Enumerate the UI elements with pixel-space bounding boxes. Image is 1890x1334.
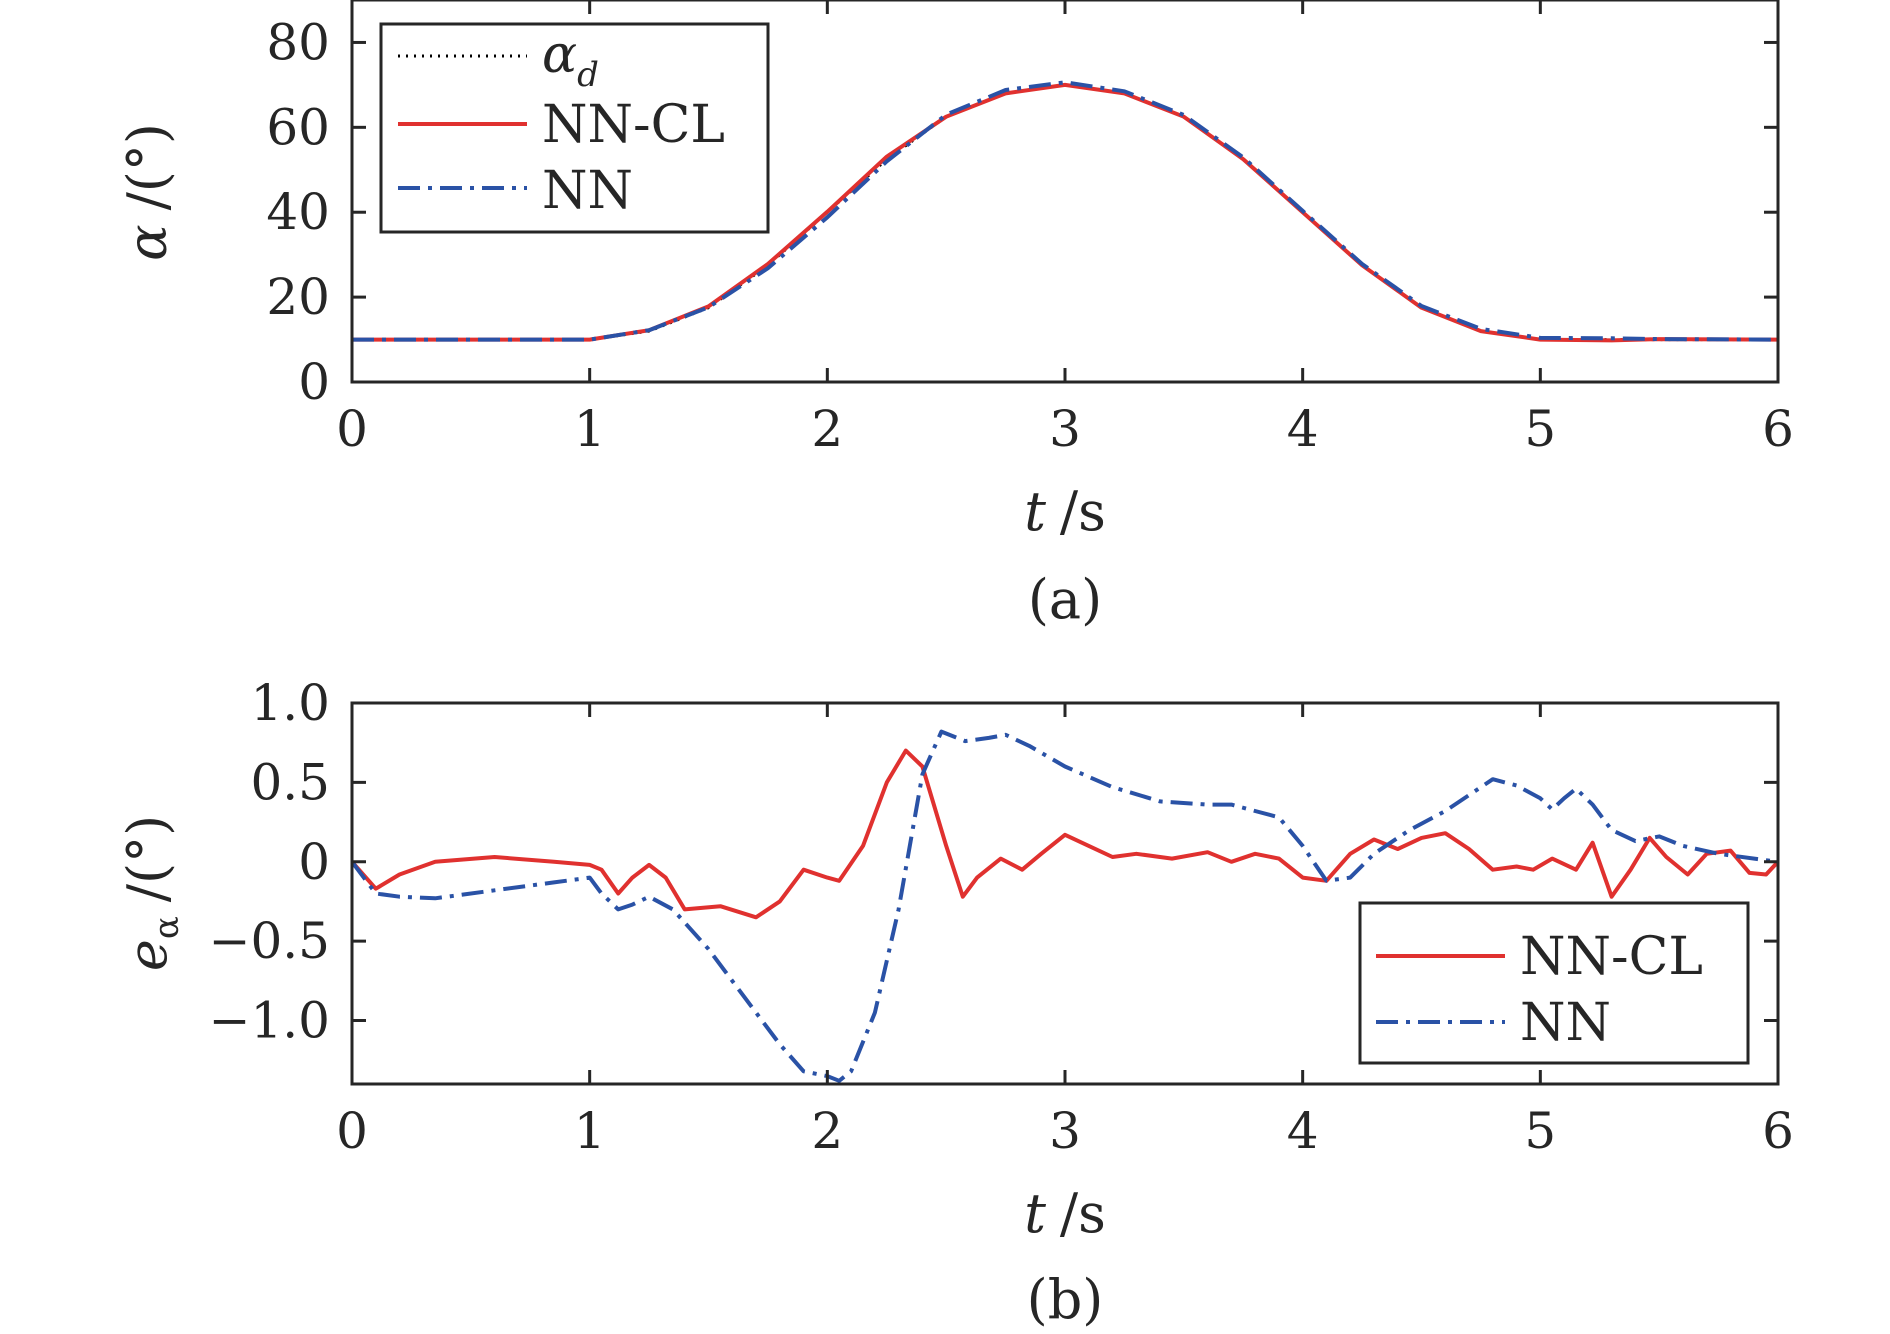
panel-b-xlabel: t/s (1024, 1182, 1106, 1245)
x-tick-label: 0 (336, 400, 368, 458)
y-tick-label: 60 (266, 98, 330, 156)
panel-b-legend: NN-CL NN (1358, 901, 1750, 1065)
x-tick-label: 2 (811, 1102, 843, 1160)
x-tick-label: 6 (1762, 400, 1794, 458)
y-tick-label: −0.5 (209, 912, 330, 970)
legend-label-nn: NN (1520, 993, 1611, 1053)
panel-a-xlabel: t/s (1024, 480, 1106, 543)
panel-a-series-nn (352, 80, 1779, 342)
panel-b-series-nn (350, 729, 1779, 1083)
x-tick-label: 5 (1524, 1102, 1556, 1160)
x-tick-label: 6 (1762, 1102, 1794, 1160)
x-tick-label: 5 (1524, 400, 1556, 458)
x-tick-label: 4 (1287, 1102, 1319, 1160)
y-tick-label: 0 (298, 353, 330, 411)
legend-label-nn: NN (542, 161, 633, 221)
x-tick-label: 1 (574, 1102, 606, 1160)
panel-a-legend: αd NN-CL NN (379, 22, 770, 234)
y-tick-label: 40 (266, 183, 330, 241)
panel-b-ticks: 0 1 2 3 4 5 6 −1.0 −0.5 0 0.5 1.0 (209, 674, 1794, 1160)
panel-a-series-group (352, 80, 1779, 343)
x-tick-label: 3 (1049, 1102, 1081, 1160)
x-tick-label: 0 (336, 1102, 368, 1160)
x-tick-label: 4 (1287, 400, 1319, 458)
legend-box (1358, 901, 1750, 1065)
panel-b: 0 1 2 3 4 5 6 −1.0 −0.5 0 0.5 1.0 NN-CL NN eα/(°) t… (116, 674, 1794, 1331)
legend-label-nn-cl: NN-CL (542, 95, 725, 155)
panel-b-caption: (b) (1027, 1268, 1104, 1331)
x-tick-label: 3 (1049, 400, 1081, 458)
y-tick-label: 80 (266, 13, 330, 71)
x-tick-label: 2 (811, 400, 843, 458)
panel-a-ylabel: α/(°) (116, 123, 179, 261)
legend-label-nn-cl: NN-CL (1520, 927, 1703, 987)
legend-label-alpha-d: αd (542, 25, 599, 95)
y-tick-label: 20 (266, 268, 330, 326)
panel-b-ylabel: eα/(°) (116, 815, 187, 971)
y-tick-label: 0 (298, 833, 330, 891)
panel-b-series-nn-cl (350, 748, 1780, 920)
legend-box (379, 22, 770, 234)
y-tick-label: 1.0 (250, 674, 330, 732)
x-tick-label: 1 (574, 400, 606, 458)
panel-b-series-group (350, 729, 1780, 1083)
panel-a-caption: (a) (1028, 568, 1102, 631)
y-tick-label: 0.5 (250, 753, 330, 811)
y-tick-label: −1.0 (209, 992, 330, 1050)
